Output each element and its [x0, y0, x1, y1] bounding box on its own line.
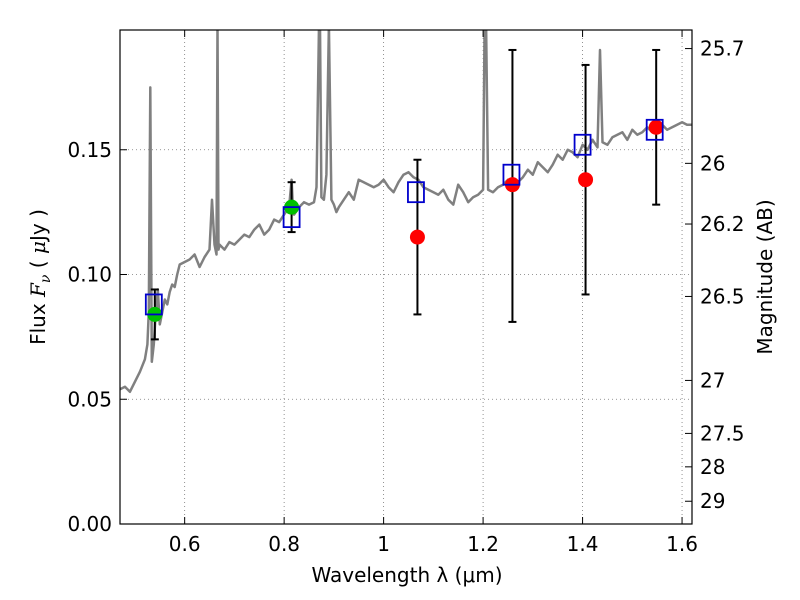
plot-area	[120, 30, 692, 394]
right-tick-label: 26.2	[700, 212, 745, 236]
model-photometry-box	[144, 293, 163, 316]
model-sed-line	[120, 30, 692, 394]
right-tick-label: 28	[700, 455, 725, 479]
y-tick-label: 0.10	[67, 263, 112, 287]
model-photometry-box	[502, 163, 521, 186]
model-photometry-box	[573, 133, 592, 156]
model-photometry-box	[282, 206, 301, 229]
right-tick-label: 26	[700, 151, 725, 175]
x-tick-label: 1.2	[467, 532, 499, 556]
y-axis-label-left: Flux Fν ( μJy )	[26, 209, 54, 345]
x-tick-label: 0.8	[268, 532, 300, 556]
model-photometry-box	[407, 181, 425, 204]
y-axis-label-right: Magnitude (AB)	[753, 199, 777, 354]
y-tick-label: 0.00	[67, 512, 112, 536]
right-tick-label: 27.5	[700, 421, 745, 445]
x-tick-label: 1	[377, 532, 390, 556]
x-tick-label: 1.4	[567, 532, 599, 556]
x-tick-label: 1.6	[666, 532, 698, 556]
y-tick-label: 0.15	[67, 138, 112, 162]
right-tick-label: 27	[700, 368, 725, 392]
right-tick-label: 26.5	[700, 284, 745, 308]
x-tick-label: 0.6	[169, 532, 201, 556]
observed-point	[578, 172, 594, 188]
x-axis-label: Wavelength λ (μm)	[311, 563, 502, 587]
observed-point	[648, 119, 664, 135]
model-photometry-box	[645, 118, 664, 141]
plot-frame	[119, 29, 693, 525]
observed-point	[409, 229, 425, 245]
axis-ticks: 0.6 0.8 1 1.2 1.4 1.6 0.00 0.05 0.10 0.15 25.7 26 26…	[67, 30, 745, 556]
right-tick-label: 25.7	[700, 37, 745, 61]
grid-lines	[120, 30, 692, 524]
right-tick-label: 29	[700, 489, 725, 513]
y-tick-label: 0.05	[67, 387, 112, 411]
